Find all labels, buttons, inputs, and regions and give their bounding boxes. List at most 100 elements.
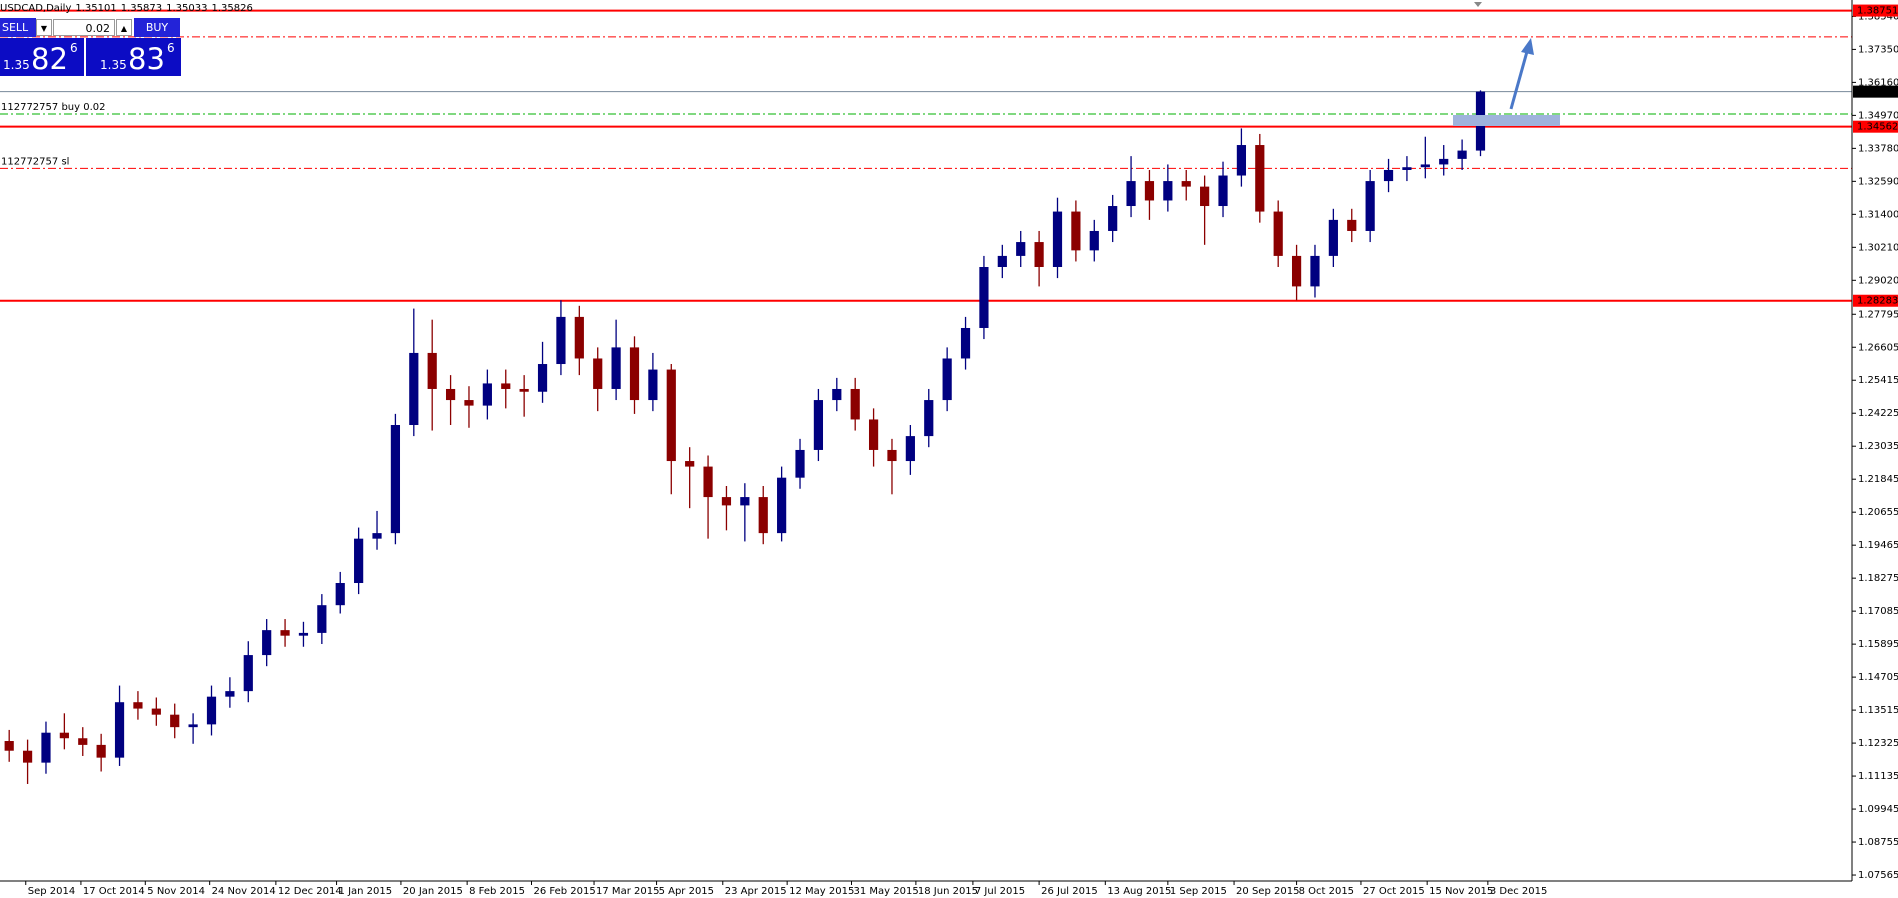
candle-body	[1402, 167, 1412, 170]
candle-body	[317, 605, 327, 633]
price-tag	[1853, 294, 1898, 307]
lot-input[interactable]: 0.02	[53, 19, 115, 36]
buy-button[interactable]: BUY	[134, 18, 180, 37]
candle-body	[629, 347, 640, 401]
candle-body	[979, 267, 989, 328]
candle-body	[887, 449, 897, 462]
ohlc: 1.35101	[75, 3, 117, 14]
candle-body	[850, 388, 860, 420]
y-tick-label: 1.32590	[1858, 176, 1898, 187]
x-tick-label: 20 Jan 2015	[403, 886, 463, 897]
plot-area	[0, 9, 1852, 784]
x-tick-label: 17 Oct 2014	[83, 886, 145, 897]
candle-body	[1016, 242, 1026, 256]
candle-body	[372, 533, 382, 539]
ohlc: 1.35033	[166, 3, 208, 14]
y-tick-label: 1.21845	[1858, 474, 1898, 485]
y-tick-label: 1.09945	[1858, 804, 1898, 815]
y-tick-label: 1.31400	[1858, 209, 1898, 220]
candle-body	[206, 696, 217, 725]
bid-quote[interactable]: 1.35 82 6	[0, 38, 84, 76]
candle-body	[1218, 175, 1228, 207]
x-tick-label: 8 Feb 2015	[469, 886, 525, 897]
x-tick-label: 12 May 2015	[789, 886, 854, 897]
candle-body	[96, 744, 106, 758]
y-tick-label: 1.11135	[1858, 771, 1898, 782]
candle-body	[1144, 181, 1155, 201]
y-tick-label: 1.23035	[1858, 441, 1898, 452]
y-tick-label: 1.33780	[1858, 143, 1898, 154]
price-tag-label: 1.38751	[1857, 6, 1898, 17]
candle-body	[758, 497, 768, 534]
candle-body	[1365, 181, 1375, 231]
y-tick-label: 1.18275	[1858, 573, 1898, 584]
x-tick-label: 1 Jan 2015	[339, 886, 393, 897]
candle-body	[1291, 255, 1302, 287]
candle-body	[188, 724, 198, 728]
ask-pip: 6	[167, 41, 175, 55]
candle-body	[1200, 186, 1210, 207]
x-tick-label: 26 Jul 2015	[1041, 886, 1098, 897]
ask-quote[interactable]: 1.35 83 6	[86, 38, 181, 76]
y-tick-label: 1.13515	[1858, 705, 1898, 716]
candle-body	[22, 750, 33, 763]
candle-body	[868, 419, 879, 450]
x-tick-label: 7 Jul 2015	[975, 886, 1025, 897]
x-tick-label: 13 Aug 2015	[1107, 886, 1171, 897]
candle-body	[427, 352, 437, 389]
y-tick-label: 1.37350	[1858, 44, 1898, 55]
y-tick-label: 1.36160	[1858, 77, 1898, 88]
bid-prefix: 1.35	[3, 58, 30, 72]
candle-body	[243, 655, 253, 692]
x-tick-label: 27 Oct 2015	[1363, 886, 1425, 897]
candle-body	[1163, 181, 1173, 201]
sell-button[interactable]: SELL	[0, 18, 36, 37]
price-tag-label: 1.35826	[1857, 87, 1898, 98]
arrow-head	[1521, 38, 1534, 55]
candle-body	[997, 255, 1007, 268]
candle-body	[1457, 150, 1467, 159]
price-tag	[1853, 120, 1898, 133]
y-tick-label: 1.26605	[1858, 342, 1898, 353]
candle-body	[905, 436, 915, 462]
candle-body	[648, 369, 658, 401]
candle-body	[280, 630, 290, 636]
bid-big: 82	[31, 42, 68, 76]
candle-body	[354, 538, 364, 584]
y-tick-label: 1.17085	[1858, 606, 1898, 617]
ask-prefix: 1.35	[100, 58, 127, 72]
candle-body	[225, 691, 235, 697]
candle-body	[703, 466, 713, 498]
x-tick-label: 26 Feb 2015	[534, 886, 596, 897]
arrow-shaft	[1509, 47, 1530, 110]
y-tick-label: 1.25415	[1858, 375, 1898, 386]
zone-box	[1453, 115, 1560, 126]
candle-body	[409, 352, 419, 426]
price-tag	[1853, 85, 1898, 98]
candle-body	[1328, 219, 1338, 256]
candle-body	[1420, 164, 1430, 168]
price-tag-label: 1.34562	[1857, 122, 1898, 133]
marker	[1474, 2, 1482, 7]
candle-body	[4, 741, 14, 751]
candle-body	[133, 702, 143, 709]
y-tick-label: 1.27795	[1858, 309, 1898, 320]
lot-up[interactable]: ▲	[116, 19, 132, 36]
candle-body	[262, 630, 272, 656]
y-tick-label: 1.12325	[1858, 738, 1898, 749]
price-tag-label: 1.28283	[1857, 296, 1898, 307]
candle-body	[1439, 158, 1449, 165]
candle-body	[1089, 230, 1099, 251]
chart-header: USDCAD,Daily 1.35101 1.35873 1.35033 1.35826	[0, 3, 257, 14]
x-tick-label: 17 Mar 2015	[596, 886, 659, 897]
candle-body	[593, 358, 603, 389]
candle-body	[685, 461, 695, 467]
ask-big: 83	[128, 42, 165, 76]
candle-body	[1071, 211, 1081, 251]
symbol: USDCAD,Daily	[0, 3, 72, 14]
lot-down[interactable]: ▼	[36, 19, 52, 36]
x-tick-label: 31 May 2015	[854, 886, 919, 897]
candle-body	[924, 400, 934, 437]
candle-body	[1347, 219, 1357, 231]
